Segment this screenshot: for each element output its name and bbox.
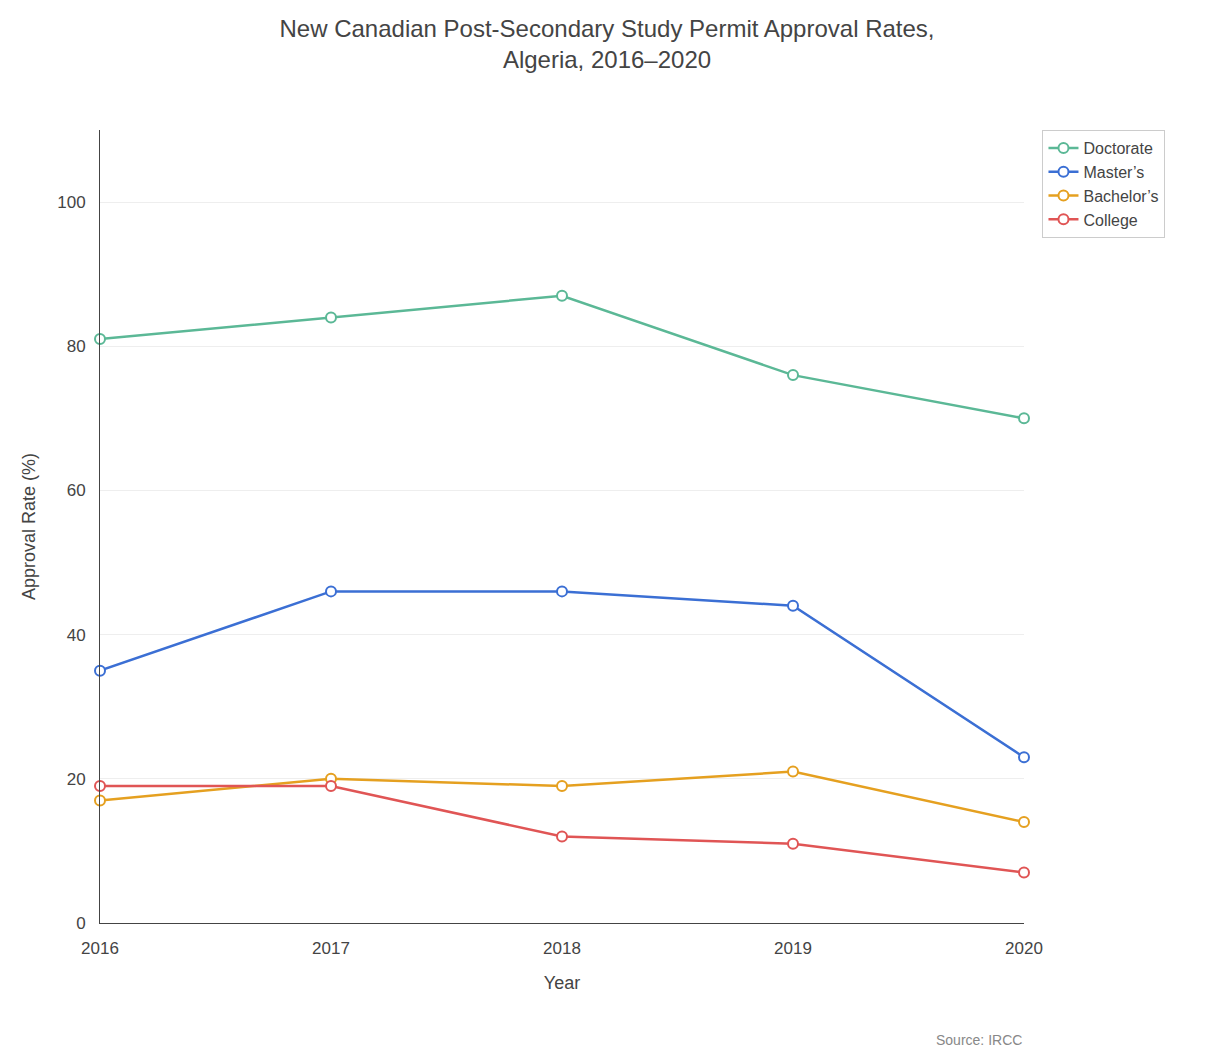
svg-text:40: 40	[67, 626, 86, 645]
svg-text:New Canadian Post-Secondary St: New Canadian Post-Secondary Study Permit…	[280, 15, 935, 73]
svg-text:80: 80	[67, 337, 86, 356]
svg-text:2019: 2019	[774, 939, 812, 958]
svg-text:60: 60	[67, 481, 86, 500]
svg-text:Doctorate: Doctorate	[1083, 140, 1152, 157]
svg-text:2016: 2016	[81, 939, 119, 958]
svg-text:Bachelor’s: Bachelor’s	[1083, 188, 1158, 205]
svg-text:College: College	[1083, 212, 1137, 229]
svg-text:0: 0	[76, 914, 85, 933]
svg-text:2020: 2020	[1005, 939, 1043, 958]
svg-text:20: 20	[67, 770, 86, 789]
svg-text:Year: Year	[544, 973, 580, 993]
svg-text:Source: IRCC: Source: IRCC	[936, 1032, 1022, 1048]
svg-text:Master’s: Master’s	[1083, 164, 1144, 181]
svg-text:2018: 2018	[543, 939, 581, 958]
svg-text:100: 100	[57, 193, 85, 212]
svg-text:2017: 2017	[312, 939, 350, 958]
svg-text:Approval Rate (%): Approval Rate (%)	[19, 453, 39, 600]
